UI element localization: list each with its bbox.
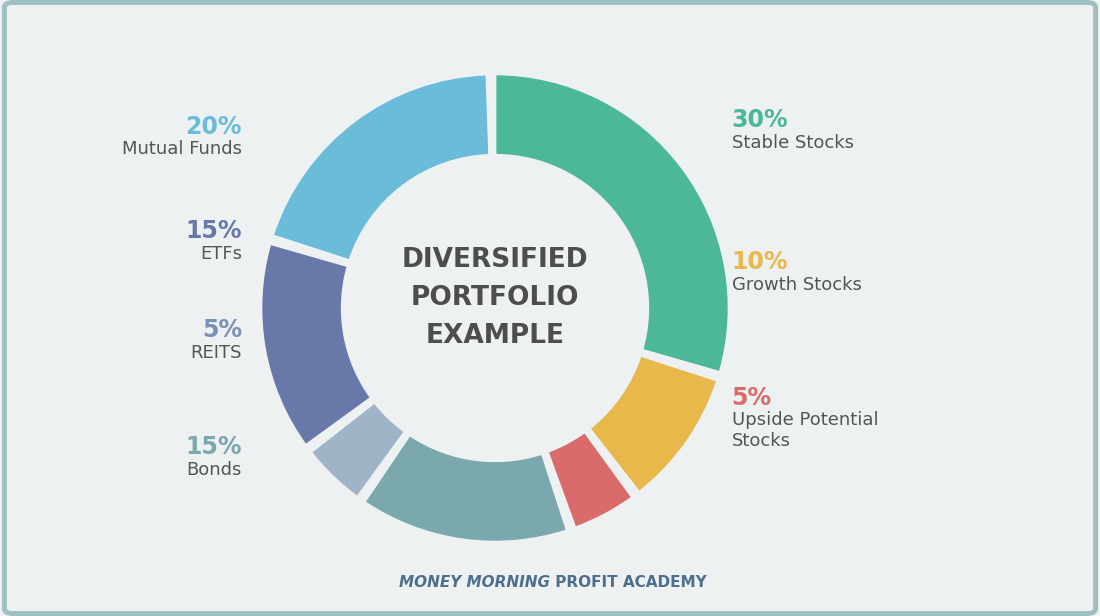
Text: 30%: 30% (732, 108, 788, 132)
Text: DIVERSIFIED
PORTFOLIO
EXAMPLE: DIVERSIFIED PORTFOLIO EXAMPLE (402, 247, 588, 349)
Text: REITS: REITS (190, 344, 242, 362)
Wedge shape (364, 435, 568, 542)
Text: MONEY MORNING: MONEY MORNING (399, 575, 550, 590)
Wedge shape (495, 74, 729, 373)
Wedge shape (273, 74, 490, 261)
Text: Upside Potential
Stocks: Upside Potential Stocks (732, 411, 878, 450)
Wedge shape (547, 432, 632, 528)
Text: Bonds: Bonds (187, 461, 242, 479)
Text: Growth Stocks: Growth Stocks (732, 276, 861, 294)
Wedge shape (310, 402, 405, 497)
Text: ETFs: ETFs (200, 245, 242, 263)
Text: 10%: 10% (732, 250, 788, 274)
Text: Mutual Funds: Mutual Funds (122, 140, 242, 158)
Wedge shape (261, 243, 372, 445)
Wedge shape (590, 355, 717, 492)
Text: 15%: 15% (186, 435, 242, 459)
Text: 5%: 5% (202, 318, 242, 342)
Text: Stable Stocks: Stable Stocks (732, 134, 854, 152)
Text: 5%: 5% (732, 386, 771, 410)
Text: 15%: 15% (186, 219, 242, 243)
Text: PROFIT ACADEMY: PROFIT ACADEMY (550, 575, 706, 590)
Text: 20%: 20% (186, 115, 242, 139)
